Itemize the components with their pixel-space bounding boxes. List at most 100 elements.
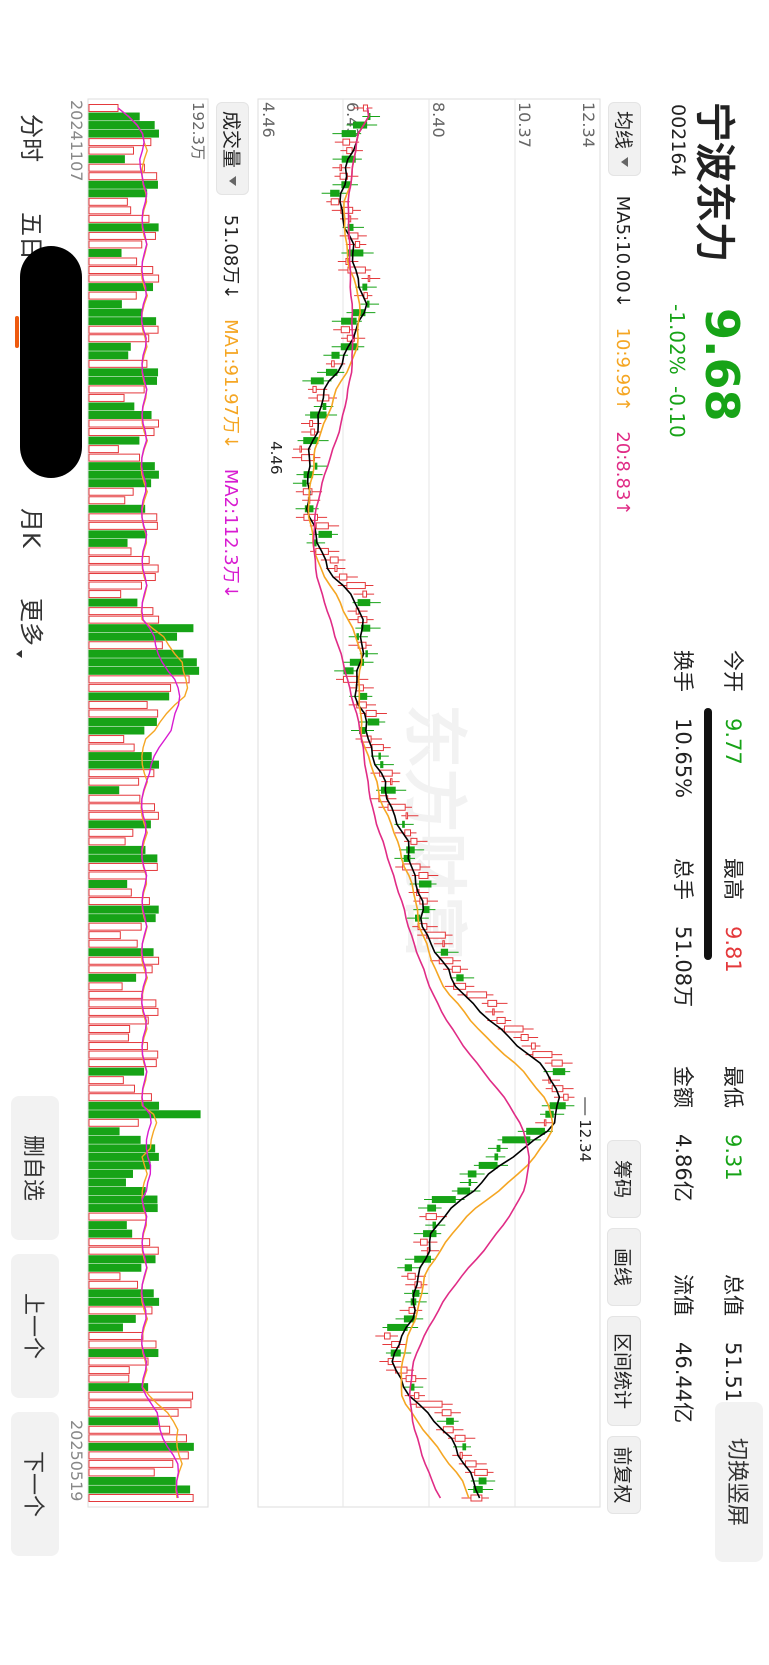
tab-more[interactable]: 更多 xyxy=(16,598,51,658)
switch-portrait-button[interactable]: 切换竖屏 xyxy=(715,1402,763,1562)
volume-bar xyxy=(88,624,194,633)
volume-bar xyxy=(88,1331,144,1340)
next-button[interactable]: 下一个 xyxy=(11,1412,59,1556)
volume-bar xyxy=(88,1093,152,1102)
volume-bar xyxy=(88,615,160,624)
volume-bar xyxy=(88,607,154,616)
volume-ma2: MA2:112.3万↓ xyxy=(220,468,241,599)
stat-value: 10.65% xyxy=(671,718,695,799)
volume-bar xyxy=(88,1374,130,1383)
stat-value: 9.77 xyxy=(721,718,745,765)
ma-bar: 均线 MA5:10.00↓ 10:9.99↑ 20:8.83↑ xyxy=(608,102,641,515)
volume-bar xyxy=(88,487,134,496)
volume-bar xyxy=(88,769,155,778)
volume-bar xyxy=(88,129,159,138)
volume-bar xyxy=(88,573,156,582)
candle-body xyxy=(383,1332,391,1340)
volume-bar xyxy=(88,820,151,829)
indicator-dropdown-label: 均线 xyxy=(612,111,634,150)
volume-dropdown-label: 成交量 xyxy=(220,111,242,169)
candle-body xyxy=(451,965,461,973)
volume-bar xyxy=(88,641,163,650)
candle-body xyxy=(348,215,352,223)
chevron-down-icon xyxy=(621,157,628,168)
stat-label: 总手 xyxy=(671,858,695,900)
volume-bar xyxy=(88,1084,135,1093)
volume-bar xyxy=(88,351,129,360)
forward-adjust-button[interactable]: 前复权 xyxy=(607,1436,641,1514)
remove-watchlist-button[interactable]: 删自选 xyxy=(11,1096,59,1240)
volume-bar xyxy=(88,1280,139,1289)
stat-value: 4.86亿 xyxy=(671,1134,695,1202)
volume-axis-top: 192.3万 xyxy=(189,102,207,160)
volume-bar xyxy=(88,931,121,940)
axis-label: 10.37 xyxy=(515,102,534,148)
candle-body xyxy=(410,837,418,845)
candle-body xyxy=(446,1417,454,1425)
candle-body xyxy=(346,582,366,590)
candle-body xyxy=(456,974,464,982)
volume-dropdown[interactable]: 成交量 xyxy=(216,102,249,196)
volume-bar xyxy=(88,334,150,343)
ma10-line xyxy=(307,107,554,1499)
volume-bar xyxy=(88,206,132,215)
axis-label: 8.40 xyxy=(429,102,448,138)
volume-bar xyxy=(88,888,132,897)
candle-body xyxy=(331,351,340,359)
volume-bar xyxy=(88,1263,142,1272)
tab-intraday[interactable]: 分时 xyxy=(17,114,45,162)
volume-bar xyxy=(88,1349,159,1358)
volume-bar xyxy=(88,990,144,999)
candle-body xyxy=(530,1042,536,1050)
candle-body xyxy=(414,1255,431,1263)
candle-body xyxy=(427,1204,437,1212)
stat-value: 9.31 xyxy=(721,1134,745,1181)
previous-button[interactable]: 上一个 xyxy=(11,1254,59,1398)
candle-body xyxy=(356,633,359,641)
volume-bar xyxy=(88,393,125,402)
volume-bar xyxy=(88,436,140,445)
candle-body xyxy=(526,1127,545,1135)
volume-bar xyxy=(88,1016,149,1025)
candle-body xyxy=(341,317,357,325)
volume-bar xyxy=(88,803,156,812)
volume-chart[interactable]: 192.3万 xyxy=(87,98,209,1508)
volume-bar xyxy=(88,223,159,232)
candle-body xyxy=(315,522,329,530)
volume-bar xyxy=(88,717,157,726)
volume-bar xyxy=(88,1204,158,1213)
volume-bar xyxy=(88,496,126,505)
range-stats-button[interactable]: 区间统计 xyxy=(607,1316,641,1426)
stat-label: 换手 xyxy=(671,650,695,692)
caret-down-icon xyxy=(16,650,22,658)
volume-bar xyxy=(88,1229,133,1238)
volume-bar xyxy=(88,402,135,411)
draw-line-button[interactable]: 画线 xyxy=(607,1228,641,1306)
volume-bar xyxy=(88,1187,146,1196)
volume-bar xyxy=(88,1468,155,1477)
candle-body xyxy=(404,829,412,837)
chip-button[interactable]: 筹码 xyxy=(607,1140,641,1218)
stat-label: 最低 xyxy=(721,1066,745,1108)
volume-bar xyxy=(88,1485,191,1494)
volume-bar xyxy=(88,1033,129,1042)
candle-body xyxy=(431,1196,456,1204)
tab-monthly-k[interactable]: 月K xyxy=(17,508,45,548)
candle-body xyxy=(330,189,340,197)
volume-bar xyxy=(88,845,146,854)
volume-bar xyxy=(88,1076,124,1085)
stat-1: 最高 9.81 xyxy=(719,858,749,973)
candle-body xyxy=(342,138,351,146)
volume-bar xyxy=(88,1161,151,1170)
candle-body xyxy=(425,1213,437,1221)
volume-bar xyxy=(88,1400,192,1409)
candle-body xyxy=(504,1025,524,1033)
volume-bar xyxy=(88,1434,187,1443)
volume-bar xyxy=(88,547,132,556)
candle-body xyxy=(330,198,340,206)
volume-bar xyxy=(88,214,150,223)
indicator-dropdown[interactable]: 均线 xyxy=(608,102,641,177)
candle-body xyxy=(363,292,368,300)
candle-body xyxy=(378,752,381,760)
